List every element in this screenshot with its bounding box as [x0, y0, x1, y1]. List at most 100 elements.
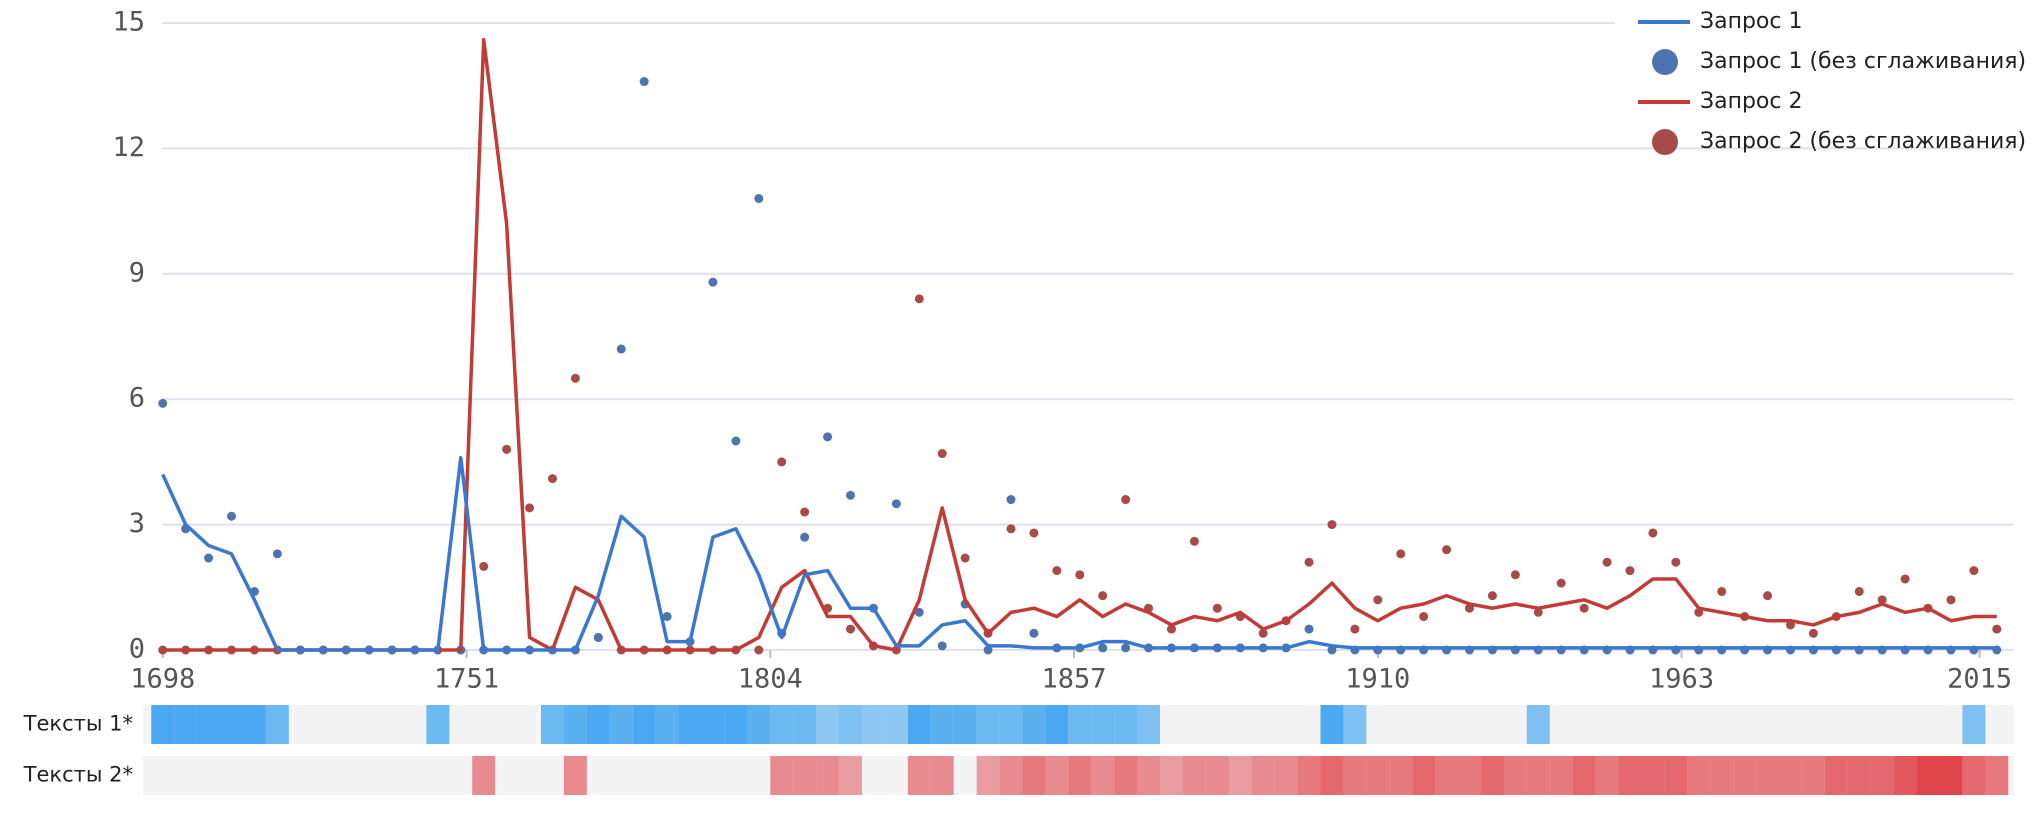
strip-cell [151, 705, 175, 744]
data-point [1121, 495, 1131, 505]
strip-cell [1526, 705, 1550, 744]
data-point [1717, 586, 1727, 596]
data-point [1671, 557, 1681, 567]
strip-cell [1779, 756, 1802, 795]
data-point [639, 77, 649, 87]
strip-cell [312, 756, 335, 795]
strip-cell [701, 705, 725, 744]
strip-cell [839, 705, 862, 744]
strip-cell [1297, 756, 1321, 795]
data-point [1189, 536, 1199, 546]
strip-cell [632, 705, 656, 744]
y-tick-label: 3 [129, 508, 145, 539]
data-point [1212, 603, 1222, 613]
strip-cell [403, 705, 426, 744]
strip-cell [1229, 705, 1252, 744]
strip-cell [1871, 705, 1894, 744]
data-point [823, 432, 833, 442]
data-point [914, 294, 924, 304]
data-point [891, 499, 901, 509]
legend-label: Запрос 2 (без сглаживания) [1700, 129, 2026, 154]
data-point [1029, 628, 1039, 638]
strip-cell [1962, 756, 1986, 795]
strip-cell [1710, 705, 1733, 744]
data-point [1808, 628, 1818, 638]
data-point [593, 632, 603, 642]
data-point [1969, 566, 1979, 576]
legend-label: Запрос 1 (без сглаживания) [1700, 49, 2026, 74]
strip-cell [1870, 756, 1894, 795]
strip-cell [1389, 756, 1413, 795]
strip-cell [174, 705, 198, 744]
data-point [1556, 578, 1566, 588]
data-point [800, 507, 810, 517]
data-point [479, 561, 489, 571]
data-point [1419, 612, 1429, 622]
strip-cell [930, 756, 954, 795]
strip-cell [1435, 756, 1459, 795]
y-tick-label: 0 [129, 634, 145, 665]
strip-cell [862, 756, 885, 795]
data-point [1350, 624, 1360, 634]
x-tick-label: 1910 [1345, 664, 1410, 695]
strip-cell [1962, 705, 1986, 744]
data-point [777, 457, 787, 467]
strip-cell [1733, 756, 1757, 795]
x-tick-label: 1857 [1042, 664, 1107, 695]
strip-cell [586, 705, 610, 744]
strip-cell [999, 756, 1023, 795]
y-tick-label: 6 [129, 383, 145, 414]
legend-swatch [1652, 49, 1678, 75]
strip-cell [701, 756, 724, 795]
strip-cell [1275, 705, 1298, 744]
strip-cell [1573, 705, 1596, 744]
strip-cell [1641, 705, 1664, 744]
strip-cell [151, 756, 174, 795]
strip-cell [1985, 705, 2008, 744]
strip-cell [1412, 756, 1436, 795]
data-point [227, 511, 237, 521]
data-point [983, 645, 993, 655]
strip-cell [999, 705, 1023, 744]
strip-cell [1343, 705, 1367, 744]
strip-cell [495, 756, 518, 795]
strip-cell [793, 705, 817, 744]
data-point [662, 612, 672, 622]
strip-cell [1091, 756, 1115, 795]
strip-cell [1985, 756, 2009, 795]
strip-cell [1068, 705, 1092, 744]
data-point [1075, 570, 1085, 580]
strip-cell [1596, 705, 1619, 744]
data-point [525, 503, 535, 513]
data-point [272, 549, 282, 559]
strip-cell [426, 705, 450, 744]
strip-cell [1917, 705, 1940, 744]
y-tick-label: 15 [112, 7, 145, 38]
strip-cell [816, 756, 840, 795]
data-point [1510, 570, 1520, 580]
strip-cell [1045, 756, 1069, 795]
data-point [1121, 643, 1131, 653]
strip-cell [1320, 756, 1344, 795]
legend-label: Запрос 2 [1700, 89, 1802, 114]
strip-cell [1618, 756, 1642, 795]
data-point [937, 641, 947, 651]
strip-cell [426, 756, 449, 795]
strip-cell [541, 705, 564, 744]
data-point [1258, 628, 1268, 638]
strip-cell [563, 705, 587, 744]
data-point [754, 194, 764, 204]
strip-cell [541, 756, 564, 795]
strip-cell [1160, 705, 1183, 744]
strip-cell [1160, 756, 1183, 795]
strip-cell [472, 756, 496, 795]
strip-cell [1022, 756, 1046, 795]
data-point [754, 645, 764, 655]
strip-cell [656, 756, 679, 795]
strip-cell [381, 756, 404, 795]
strip-cell [1274, 756, 1298, 795]
strip-cell [1366, 756, 1390, 795]
data-point [1487, 591, 1497, 601]
strip-cell [1252, 705, 1275, 744]
strip-cell [1206, 705, 1229, 744]
